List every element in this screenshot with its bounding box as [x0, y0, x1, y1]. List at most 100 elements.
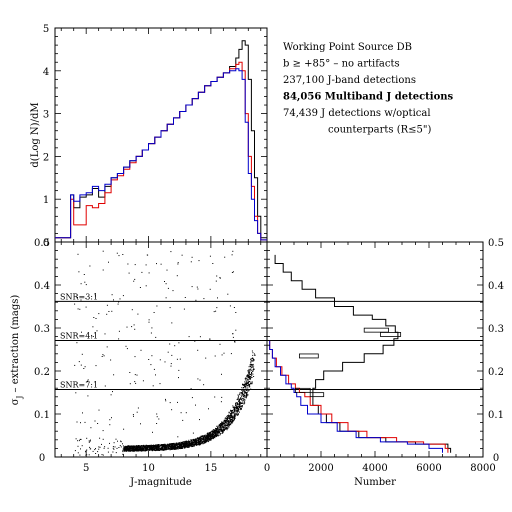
scatter-point: [120, 446, 122, 448]
scatter-point: [159, 445, 161, 447]
scatter-point: [207, 435, 209, 437]
scatter-point: [192, 432, 194, 434]
scatter-point: [179, 358, 181, 360]
scatter-point: [203, 440, 205, 442]
scatter-point: [227, 293, 229, 295]
scatter-point: [250, 382, 252, 384]
scatter-point: [253, 367, 254, 369]
scatter-point: [178, 369, 180, 371]
scatter-point: [250, 364, 252, 366]
scatter-point: [159, 444, 161, 446]
scatter-point: [237, 413, 239, 415]
scatter-point: [232, 418, 234, 419]
scatter-point: [199, 442, 201, 444]
snr-label: SNR=7:1: [60, 380, 98, 389]
scatter-point: [168, 447, 170, 449]
scatter-point: [243, 386, 245, 388]
scatter-point: [161, 444, 163, 446]
scatter-point: [77, 308, 79, 310]
scatter-point: [195, 444, 197, 445]
scatter-point: [138, 448, 140, 450]
scatter-point: [155, 374, 156, 376]
scatter-point: [231, 419, 232, 420]
scatter-point: [190, 445, 192, 447]
scatter-point: [246, 384, 247, 386]
scatter-point: [220, 425, 221, 427]
scatter-point: [165, 283, 167, 285]
scatter-point: [222, 429, 224, 431]
scatter-point: [172, 443, 174, 445]
scatter-point: [178, 445, 180, 447]
scatter-point: [136, 448, 138, 450]
scatter-point: [139, 450, 141, 452]
scatter-point: [252, 358, 254, 360]
scatter-point: [166, 269, 168, 271]
scatter-point: [167, 351, 169, 353]
scatter-point: [174, 446, 176, 448]
scatter-point: [160, 448, 161, 450]
scatter-point: [171, 354, 173, 356]
scatter-point: [246, 374, 248, 376]
scatter-point: [212, 429, 214, 431]
scatter-point: [129, 383, 131, 385]
scatter-point: [149, 448, 150, 450]
scatter-point: [106, 313, 108, 315]
scatter-point: [217, 429, 219, 431]
scatter-point: [151, 444, 153, 446]
scatter-point: [216, 430, 218, 432]
scatter-point: [200, 439, 202, 441]
scatter-point: [248, 384, 249, 386]
scatter-point: [230, 421, 232, 423]
scatter-point: [229, 417, 231, 419]
scatter-point: [106, 346, 108, 348]
scatter-point: [245, 396, 247, 398]
scatter-point: [226, 420, 228, 421]
scatter-point: [156, 446, 158, 447]
legend-entry: Working Point Source DB: [283, 42, 412, 53]
scatter-point: [223, 423, 224, 425]
scatter-point: [196, 443, 198, 445]
scatter-point: [246, 383, 248, 385]
scatter-point: [228, 418, 230, 419]
scatter-point: [134, 449, 136, 451]
histogram-series: [55, 40, 267, 241]
scatter-point: [173, 443, 175, 445]
scatter-point: [97, 423, 99, 424]
scatter-point: [118, 255, 120, 257]
scatter-point: [89, 448, 91, 450]
scatter-point: [251, 382, 253, 384]
scatter-point: [238, 395, 240, 397]
number-x-tick-label: 6000: [416, 463, 441, 474]
scatter-point: [224, 427, 226, 429]
scatter-point: [237, 405, 239, 407]
scatter-point: [130, 450, 131, 452]
scatter-point: [197, 288, 199, 290]
scatter-point: [239, 394, 241, 396]
scatter-point: [189, 442, 191, 444]
scatter-point: [139, 287, 141, 288]
scatter-point: [225, 427, 227, 429]
scatter-point: [252, 354, 254, 356]
scatter-point: [103, 447, 105, 449]
scatter-point: [229, 417, 231, 419]
scatter-point: [244, 397, 246, 399]
scatter-point: [251, 370, 253, 372]
scatter-point: [250, 358, 252, 360]
scatter-point: [250, 367, 252, 369]
scatter-point: [200, 442, 202, 444]
scatter-point: [229, 418, 231, 420]
scatter-point: [238, 403, 240, 404]
scatter-point: [193, 442, 195, 443]
scatter-point: [186, 443, 187, 444]
scatter-point: [148, 445, 150, 447]
scatter-point: [116, 447, 118, 449]
scatter-point: [178, 442, 180, 444]
scatter-point: [134, 328, 136, 330]
scatter-point: [194, 441, 196, 443]
scatter-point: [246, 385, 248, 387]
scatter-point: [204, 440, 206, 442]
scatter-point: [248, 381, 250, 383]
scatter-point: [156, 423, 158, 424]
scatter-point: [246, 379, 248, 381]
scatter-point: [94, 449, 96, 451]
